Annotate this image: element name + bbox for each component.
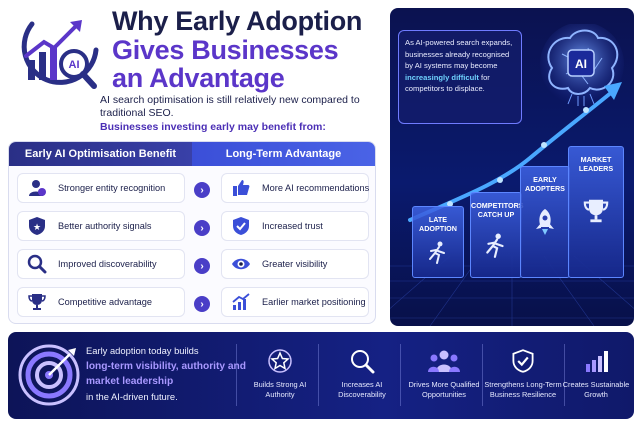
brain-label: AI: [575, 57, 587, 71]
benefit-text: Improved discoverability: [58, 259, 157, 269]
divider: [564, 344, 565, 406]
arrow-right-icon: ›: [194, 258, 210, 274]
advantage-cell: Earlier market positioning: [221, 287, 369, 317]
benefit-text: Stronger entity recognition: [58, 183, 166, 193]
stage-bar-competitors: COMPETITORS CATCH UP: [470, 192, 524, 278]
benefit-label: Creates Sustainable Growth: [562, 380, 630, 399]
shield-check-icon: [230, 215, 252, 237]
benefit-cell: ★ Better authority signals: [17, 211, 185, 241]
table-row: Improved discoverability › Greater visib…: [9, 245, 375, 281]
benefit-label: Drives More Qualified Opportunities: [408, 380, 480, 399]
trophy-icon: [582, 197, 610, 230]
people-icon: [404, 346, 484, 376]
title-line-2: Gives Businesses: [112, 35, 339, 65]
runner-icon: [427, 241, 449, 270]
benefit-text: Better authority signals: [58, 221, 152, 231]
arrow-right-icon: ›: [194, 182, 210, 198]
table-row: Stronger entity recognition › More AI re…: [9, 169, 375, 205]
benefit-label: Strengthens Long-Term Business Resilienc…: [484, 380, 562, 399]
growth-chart-icon: [230, 291, 252, 313]
col-header-early-benefit: Early AI Optimisation Benefit: [9, 142, 192, 166]
banner-highlight: long-term visibility, authority and mark…: [86, 360, 246, 388]
intro-text: AI search optimisation is still relative…: [100, 94, 380, 134]
ai-growth-logo: AI: [18, 16, 104, 96]
summary-banner: Early adoption today builds long-term vi…: [8, 332, 634, 419]
benefit-resilience: Strengthens Long-Term Business Resilienc…: [478, 346, 568, 400]
advantage-cell: Increased trust: [221, 211, 369, 241]
divider: [400, 344, 401, 406]
logo-label: AI: [69, 59, 80, 71]
advantage-text: Increased trust: [262, 221, 323, 231]
user-star-icon: [26, 177, 48, 199]
callout-box: As AI-powered search expands, businesses…: [398, 30, 522, 124]
benefit-authority: Builds Strong AI Authority: [240, 346, 320, 400]
table-row: Competitive advantage › Earlier market p…: [9, 283, 375, 319]
arrow-right-icon: ›: [194, 296, 210, 312]
advantage-text: Earlier market positioning: [262, 297, 366, 307]
stage-label: LATE ADOPTION: [419, 215, 457, 233]
advantage-text: More AI recommendations: [262, 183, 370, 193]
market-stage-panel: As AI-powered search expands, businesses…: [390, 8, 634, 326]
benefit-discoverability: Increases AI Discoverability: [322, 346, 402, 400]
star-badge-icon: [240, 346, 320, 376]
banner-text: Early adoption today builds long-term vi…: [86, 344, 246, 404]
banner-text-end: in the AI-driven future.: [86, 390, 178, 402]
arrow-right-icon: ›: [194, 220, 210, 236]
thumbs-up-icon: [230, 177, 252, 199]
benefit-opportunities: Drives More Qualified Opportunities: [404, 346, 484, 400]
table-row: ★ Better authority signals › Increased t…: [9, 207, 375, 243]
divider: [482, 344, 483, 406]
bar-growth-icon: [560, 346, 632, 376]
page-title: Why Early Adoption Gives Businesses an A…: [112, 6, 382, 92]
advantage-cell: More AI recommendations: [221, 173, 369, 203]
callout-text: As AI-powered search expands, businesses…: [405, 38, 513, 70]
benefit-cell: Competitive advantage: [17, 287, 185, 317]
shield-star-icon: ★: [26, 215, 48, 237]
benefit-label: Builds Strong AI Authority: [253, 380, 307, 399]
runner-icon: [484, 233, 508, 264]
magnifier-icon: [26, 253, 48, 275]
benefit-cell: Improved discoverability: [17, 249, 185, 279]
advantage-cell: Greater visibility: [221, 249, 369, 279]
benefit-text: Competitive advantage: [58, 297, 152, 307]
stage-bar-market-leaders: MARKET LEADERS: [568, 146, 624, 278]
divider: [236, 344, 237, 406]
banner-text-start: Early adoption today builds: [86, 345, 199, 356]
callout-text-end: for competitors to displace.: [405, 72, 490, 94]
table-header: Early AI Optimisation Benefit Long-Term …: [9, 142, 375, 166]
col-header-long-term: Long-Term Advantage: [192, 142, 375, 166]
intro-subheading: Businesses investing early may benefit f…: [100, 121, 326, 133]
trophy-icon: [26, 291, 48, 313]
title-line-3: an Advantage: [112, 63, 285, 93]
intro-body: AI search optimisation is still relative…: [100, 94, 360, 119]
shield-check-icon: [478, 346, 568, 376]
eye-icon: [230, 253, 252, 275]
stage-label: MARKET LEADERS: [578, 155, 614, 173]
svg-text:★: ★: [33, 222, 41, 232]
benefit-table: Early AI Optimisation Benefit Long-Term …: [8, 141, 376, 324]
callout-highlight: increasingly difficult: [405, 72, 479, 82]
target-icon: [18, 344, 80, 406]
growth-arrow-icon: [408, 82, 622, 222]
stage-bar-late-adoption: LATE ADOPTION: [412, 206, 464, 278]
ai-brain-icon: AI: [540, 24, 624, 106]
rocket-icon: [532, 207, 558, 242]
benefit-cell: Stronger entity recognition: [17, 173, 185, 203]
benefit-growth: Creates Sustainable Growth: [560, 346, 632, 400]
advantage-text: Greater visibility: [262, 259, 328, 269]
stage-label: EARLY ADOPTERS: [525, 175, 565, 193]
stage-label: COMPETITORS CATCH UP: [471, 201, 524, 219]
benefit-label: Increases AI Discoverability: [338, 380, 386, 399]
divider: [318, 344, 319, 406]
search-icon: [322, 346, 402, 376]
stage-bar-early-adopters: EARLY ADOPTERS: [520, 166, 570, 278]
title-line-1: Why Early Adoption: [112, 6, 363, 36]
